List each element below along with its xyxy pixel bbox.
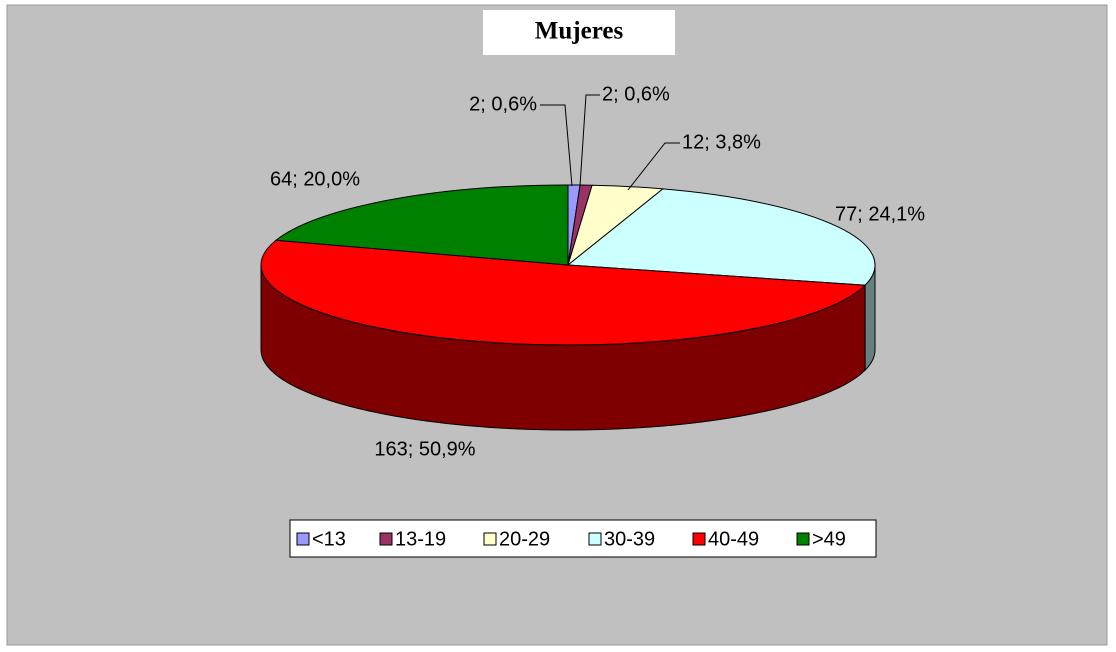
legend-label: 20-29 <box>499 528 550 550</box>
leader-line <box>627 142 680 191</box>
legend-swatch <box>796 532 810 546</box>
legend-swatch <box>379 532 393 546</box>
data-label: 163; 50,9% <box>374 438 475 460</box>
legend-label: <13 <box>312 528 346 550</box>
title-box <box>483 10 675 55</box>
pie-slice <box>260 239 867 346</box>
legend-box <box>289 519 877 558</box>
legend-swatch <box>296 532 310 546</box>
pie-slice <box>566 188 876 286</box>
legend-label: 40-49 <box>708 528 759 550</box>
legend-label: 30-39 <box>604 528 655 550</box>
data-label: 64; 20,0% <box>270 168 360 190</box>
legend-label: >49 <box>812 528 846 550</box>
legend-swatch <box>483 532 497 546</box>
legend-swatch <box>588 532 602 546</box>
data-label: 2; 0,6% <box>469 93 537 115</box>
legend-label: 13-19 <box>395 528 446 550</box>
leader-line <box>540 104 573 187</box>
chart-title: Mujeres <box>535 18 624 45</box>
data-label: 2; 0,6% <box>602 83 670 105</box>
leader-line <box>579 94 600 187</box>
data-label: 77; 24,1% <box>835 203 925 225</box>
data-label: 12; 3,8% <box>682 131 761 153</box>
pie-slice <box>274 184 569 266</box>
legend-swatch <box>692 532 706 546</box>
